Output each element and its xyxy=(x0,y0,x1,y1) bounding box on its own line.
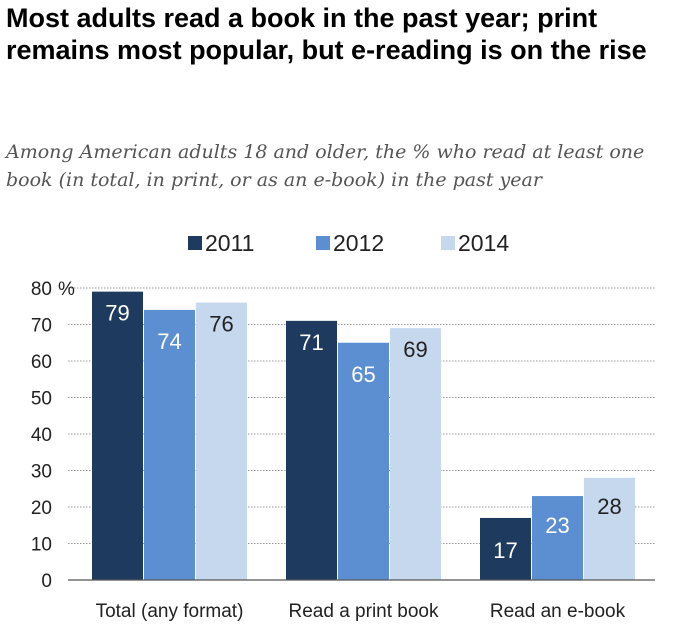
y-tick-label: 40 xyxy=(31,425,52,446)
data-label: 76 xyxy=(209,312,233,337)
bar-2011-1 xyxy=(92,291,143,580)
y-tick-label: 20 xyxy=(31,498,52,519)
y-axis: 0 10 20 30 40 50 60 70 80% xyxy=(31,279,655,592)
chart-title: Most adults read a book in the past year… xyxy=(6,3,647,65)
legend-swatch xyxy=(188,236,202,250)
y-tick-label: 30 xyxy=(31,462,52,483)
bar-2014-1 xyxy=(196,302,247,580)
bar-2012-3 xyxy=(532,496,583,580)
data-label: 69 xyxy=(403,337,427,362)
legend-swatch xyxy=(441,236,455,250)
data-label: 23 xyxy=(545,513,569,538)
y-tick-label: 60 xyxy=(31,352,52,373)
legend-label: 2014 xyxy=(458,230,509,256)
bar-2011-2 xyxy=(286,320,337,580)
y-unit-label: % xyxy=(58,279,75,300)
bar-2011-3 xyxy=(480,517,531,580)
data-label: 74 xyxy=(157,329,181,354)
chart-subtitle: Among American adults 18 and older, the … xyxy=(6,141,645,191)
bar-2014-2 xyxy=(390,328,441,580)
data-label: 65 xyxy=(351,362,375,387)
y-tick-label: 80 xyxy=(31,279,52,300)
bar-2012-2 xyxy=(338,342,389,580)
data-label: 17 xyxy=(493,538,517,563)
legend-label: 2011 xyxy=(205,230,254,256)
x-tick-label: Read an e-book xyxy=(490,601,626,622)
x-tick-label: Total (any format) xyxy=(96,601,244,622)
x-tick-label: Read a print book xyxy=(289,601,439,622)
x-axis: Total (any format) Read a print book Read … xyxy=(96,601,626,622)
y-tick-label: 0 xyxy=(41,571,52,592)
bar-2012-1 xyxy=(144,309,195,580)
legend-label: 2012 xyxy=(333,230,384,256)
data-label: 28 xyxy=(597,494,621,519)
y-tick-label: 10 xyxy=(31,535,52,556)
bar-2014-3 xyxy=(584,477,635,580)
legend-swatch xyxy=(316,236,330,250)
data-label: 71 xyxy=(299,330,323,355)
legend: 2011 2012 2014 xyxy=(188,230,509,256)
y-tick-label: 70 xyxy=(31,316,52,337)
data-label: 79 xyxy=(105,301,129,326)
y-tick-label: 50 xyxy=(31,389,52,410)
bars: 79 74 76 71 65 69 17 23 28 xyxy=(92,291,635,580)
